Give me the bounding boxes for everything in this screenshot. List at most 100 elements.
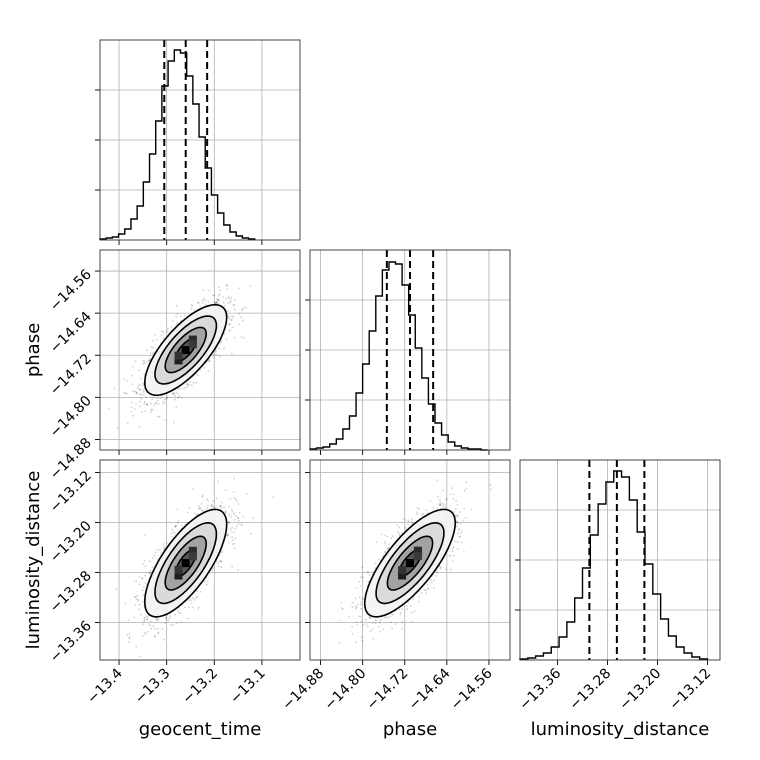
scatter-point bbox=[425, 589, 427, 591]
scatter-point bbox=[140, 377, 143, 380]
hist-panel-phase bbox=[305, 249, 511, 455]
scatter-point bbox=[142, 623, 144, 625]
scatter-point bbox=[383, 534, 386, 537]
histogram-luminosity_distance bbox=[519, 470, 709, 660]
scatter-point bbox=[153, 351, 156, 354]
scatter-point bbox=[204, 303, 207, 306]
scatter-point bbox=[235, 525, 238, 528]
scatter-point bbox=[149, 569, 152, 572]
scatter-point bbox=[230, 318, 233, 321]
scatter-point bbox=[234, 514, 236, 516]
scatter-point bbox=[135, 403, 137, 405]
scatter-point bbox=[171, 528, 174, 531]
scatter-point bbox=[130, 401, 133, 404]
scatter-point bbox=[465, 481, 468, 484]
scatter-point bbox=[186, 617, 189, 620]
scatter-point bbox=[140, 397, 143, 400]
scatter-point bbox=[456, 548, 459, 550]
scatter-point bbox=[453, 554, 456, 557]
scatter-point bbox=[462, 519, 465, 522]
scatter-point bbox=[177, 388, 180, 390]
scatter-point bbox=[449, 493, 451, 496]
scatter-point bbox=[222, 296, 225, 299]
scatter-point bbox=[128, 637, 131, 640]
scatter-point bbox=[146, 618, 149, 621]
scatter-point bbox=[241, 308, 244, 310]
density-core-cell bbox=[174, 565, 183, 574]
scatter-point bbox=[188, 507, 191, 510]
scatter-point bbox=[214, 302, 217, 304]
scatter-point bbox=[203, 367, 206, 369]
scatter-point bbox=[391, 627, 393, 630]
scatter-point bbox=[145, 403, 148, 406]
scatter-point bbox=[226, 284, 229, 287]
scatter-point bbox=[176, 321, 179, 323]
scatter-point bbox=[148, 359, 150, 362]
scatter-point bbox=[212, 567, 215, 569]
scatter-point bbox=[145, 396, 148, 398]
scatter-point bbox=[232, 316, 235, 318]
scatter-point bbox=[151, 408, 154, 411]
scatter-point bbox=[238, 287, 241, 290]
scatter-point bbox=[226, 310, 229, 312]
scatter-point bbox=[113, 387, 116, 390]
scatter-point bbox=[176, 622, 179, 625]
scatter-point bbox=[454, 540, 456, 543]
scatter-point bbox=[354, 605, 357, 608]
scatter-point bbox=[224, 510, 227, 513]
scatter-point bbox=[402, 518, 405, 520]
scatter-point bbox=[144, 632, 147, 635]
scatter-point bbox=[124, 602, 127, 605]
scatter-point bbox=[426, 583, 429, 586]
scatter-point bbox=[170, 623, 173, 626]
scatter-point bbox=[219, 560, 222, 563]
scatter-point bbox=[410, 605, 412, 607]
scatter-point bbox=[141, 634, 144, 637]
scatter-point bbox=[242, 336, 245, 339]
scatter-point bbox=[351, 606, 354, 609]
scatter-point bbox=[165, 398, 167, 400]
scatter-point bbox=[379, 621, 381, 624]
scatter-point bbox=[148, 572, 151, 575]
scatter-point bbox=[360, 601, 362, 604]
scatter-point bbox=[150, 346, 153, 348]
scatter-point bbox=[433, 579, 436, 582]
scatter-point bbox=[223, 332, 226, 335]
scatter-point bbox=[197, 608, 200, 611]
scatter-point bbox=[141, 411, 143, 413]
scatter-point bbox=[229, 301, 232, 304]
scatter-point bbox=[233, 308, 236, 311]
scatter-point bbox=[238, 511, 241, 514]
scatter-point bbox=[231, 536, 234, 539]
scatter-point bbox=[371, 621, 374, 624]
scatter-point bbox=[152, 339, 155, 342]
scatter-point bbox=[197, 505, 200, 508]
scatter-point bbox=[374, 622, 377, 625]
scatter-point bbox=[396, 530, 399, 533]
scatter-point bbox=[139, 405, 141, 408]
scatter-point bbox=[233, 542, 236, 545]
scatter-point bbox=[130, 410, 133, 413]
scatter-point bbox=[178, 395, 181, 398]
scatter-point bbox=[227, 315, 229, 317]
scatter-point bbox=[240, 524, 243, 527]
scatter-point bbox=[156, 548, 158, 551]
scatter-point bbox=[158, 548, 161, 551]
scatter-point bbox=[157, 618, 160, 621]
scatter-point bbox=[206, 507, 209, 510]
scatter-point bbox=[360, 620, 363, 623]
scatter-point bbox=[197, 606, 200, 609]
scatter-point bbox=[226, 534, 229, 537]
scatter-point bbox=[378, 630, 381, 633]
scatter-point bbox=[143, 620, 146, 623]
scatter-point bbox=[157, 632, 159, 635]
scatter-point bbox=[455, 508, 457, 510]
scatter-point bbox=[135, 391, 138, 393]
scatter-point bbox=[154, 334, 157, 336]
scatter-point bbox=[128, 632, 131, 635]
contour-line bbox=[154, 315, 218, 385]
scatter-point bbox=[455, 500, 457, 502]
scatter-point bbox=[165, 617, 168, 620]
scatter-point bbox=[167, 327, 170, 330]
y-tick-label: −14.72 bbox=[47, 351, 95, 399]
